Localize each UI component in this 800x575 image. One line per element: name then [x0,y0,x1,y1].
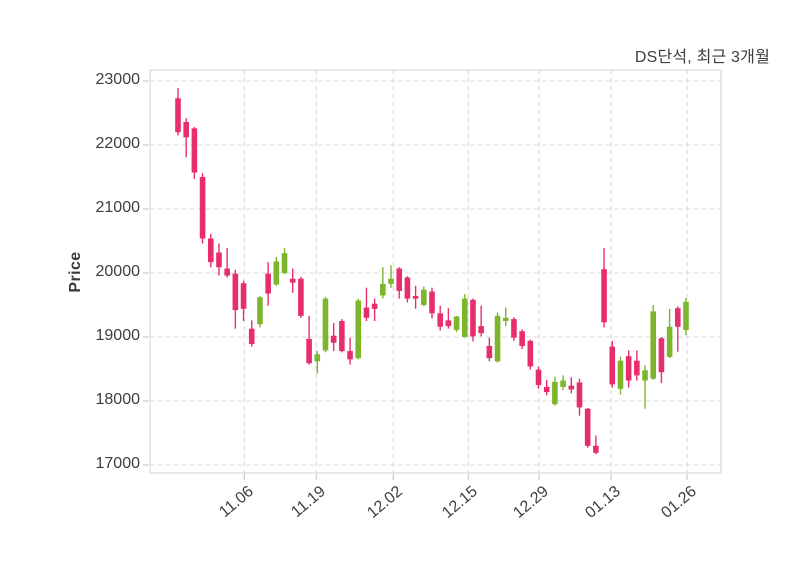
candle-body-down [527,340,534,367]
candle-body-down [232,273,239,311]
candle-body-down [478,326,484,334]
candle-body-down [625,356,632,381]
candle-body-down [224,268,230,276]
candle-body-up [273,261,280,285]
candle-body-down [412,296,419,299]
candle-body-up [314,354,321,362]
candle-body-up [683,301,689,330]
candle-body-up [421,289,427,305]
candle-body-down [347,351,353,360]
candle-body-up [666,326,673,357]
chart-title: DS단석, 최근 3개월 [634,49,770,66]
candle-body-down [371,303,378,309]
candle-body-up [388,278,394,284]
candle-body-down [396,268,403,291]
candle-body-down [289,278,296,283]
candle-body-up [560,380,566,387]
candle-body-down [584,408,591,446]
candle-body-up [642,370,648,381]
candle-body-up [355,300,362,359]
candle-body-up [552,381,558,405]
candle-body-down [363,307,370,318]
candle-body-down [576,382,583,408]
candle-body-down [675,308,681,327]
candle-body-up [461,298,468,337]
candle-body-down [511,319,517,338]
candle-body-up [322,298,329,351]
candle-body-down [183,121,189,138]
candle-body-down [658,338,665,373]
candle-body-down [535,369,542,385]
candle-body-down [248,328,255,345]
y-tick-label: 23000 [95,71,141,88]
candle-body-down [437,313,443,327]
candle-body-down [216,252,222,268]
y-tick-label: 22000 [95,135,141,152]
candle-body-down [191,128,198,173]
candle-body-up [380,283,386,296]
candle-body-up [257,297,263,325]
candle-body-down [404,277,411,299]
candle-body-down [330,335,337,343]
candle-body-up [453,316,460,330]
candle-body-down [175,98,181,133]
candle-body-down [593,445,599,453]
candle-body-up [494,315,501,362]
candle-body-down [601,269,607,323]
candle-body-up [650,311,657,379]
candle-body-down [306,338,312,364]
y-tick-label: 20000 [95,263,141,280]
candle-body-down [445,320,452,327]
y-tick-label: 18000 [95,391,141,408]
candle-body-down [199,177,206,239]
candle-body-down [298,278,304,316]
candle-body-down [207,238,214,263]
candle-body-down [568,385,575,390]
candle-body-down [486,345,493,359]
candle-body-down [543,386,550,393]
candle-body-up [281,253,288,273]
candle-body-down [609,346,616,385]
plot-border [149,69,722,474]
candle-body-down [429,291,435,314]
candle-body-down [240,283,247,309]
y-tick-label: 21000 [95,199,141,216]
y-tick-label: 19000 [95,327,141,344]
y-tick-label: 17000 [95,455,141,472]
candle-body-down [470,299,476,337]
candle-body-down [519,331,525,346]
candle-body-up [617,360,624,389]
candle-body-down [634,360,640,376]
candle-body-down [339,321,345,352]
candle-body-up [502,317,509,321]
candle-body-down [265,273,271,294]
